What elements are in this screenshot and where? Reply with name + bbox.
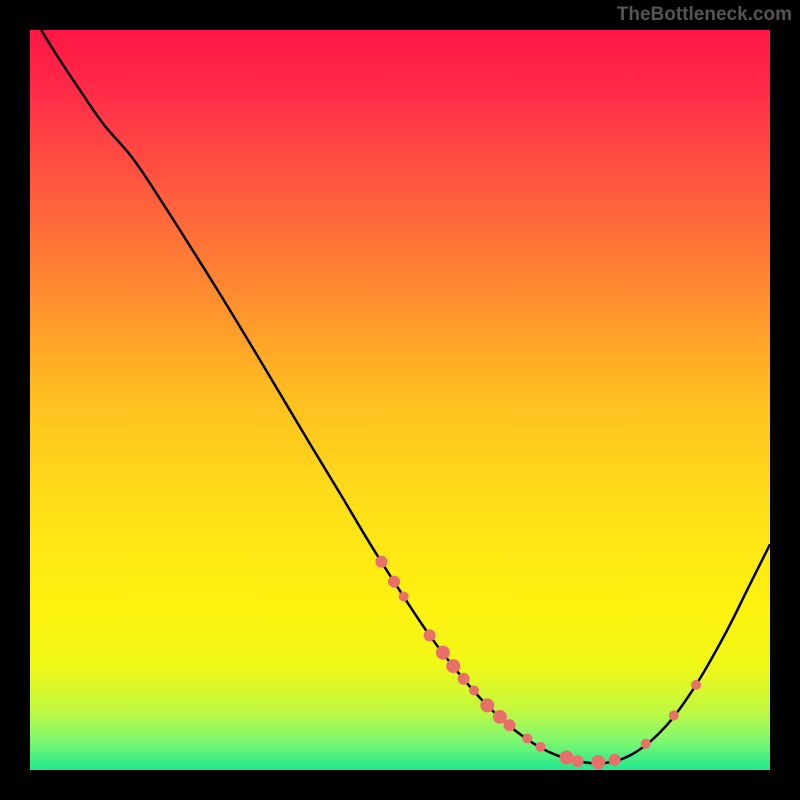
chart-dot (560, 751, 574, 765)
chart-dot (536, 742, 546, 752)
chart-svg (30, 30, 770, 770)
chart-dot (691, 680, 701, 690)
chart-dot (480, 698, 494, 712)
chart-plot-area (30, 30, 770, 770)
chart-dot (388, 576, 400, 588)
chart-dot (436, 646, 450, 660)
chart-dot (641, 739, 651, 749)
chart-dot (669, 710, 679, 720)
chart-dot (446, 659, 460, 673)
chart-dot (504, 719, 516, 731)
chart-dot (591, 755, 605, 769)
chart-dot (424, 629, 436, 641)
chart-dot (469, 685, 479, 695)
chart-dot (572, 755, 584, 767)
chart-dot (399, 591, 409, 601)
chart-dot (522, 734, 532, 744)
chart-dot (376, 556, 388, 568)
chart-dot (458, 673, 470, 685)
chart-dot (609, 754, 621, 766)
watermark-text: TheBottleneck.com (617, 4, 792, 26)
chart-background-rect (30, 30, 770, 770)
